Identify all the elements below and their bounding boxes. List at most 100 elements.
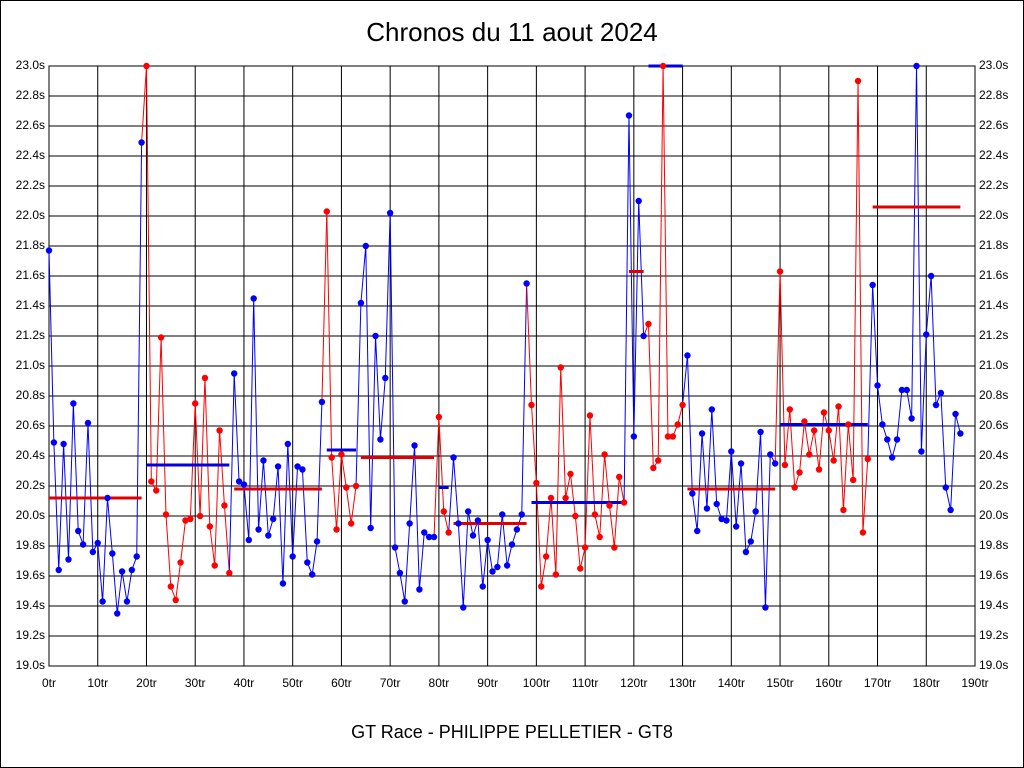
- lap-point: [523, 280, 530, 287]
- lap-point: [231, 370, 238, 377]
- lap-point: [947, 506, 954, 514]
- lap-point: [445, 529, 452, 536]
- lap-point: [708, 406, 716, 413]
- lap-point: [192, 400, 199, 407]
- lap-point: [908, 415, 915, 422]
- lap-point: [737, 460, 745, 467]
- lap-point: [425, 533, 433, 541]
- y-tick-label: 22.2s: [16, 178, 45, 192]
- y-tick-label: 21.2s: [16, 328, 45, 342]
- y2-tick-label: 22.8s: [979, 88, 1008, 102]
- x-tick-label: 100tr: [523, 676, 550, 690]
- lap-point: [455, 520, 462, 527]
- lap-point: [508, 541, 516, 548]
- y2-tick-label: 21.6s: [979, 268, 1008, 282]
- connector: [141, 65, 147, 143]
- lap-point: [221, 502, 228, 509]
- lap-point: [820, 409, 828, 416]
- lap-point: [937, 389, 945, 397]
- connector: [433, 416, 440, 538]
- lap-point: [357, 299, 365, 307]
- x-tick-label: 160tr: [815, 676, 842, 690]
- lap-point: [206, 523, 214, 530]
- lap-point: [153, 487, 160, 494]
- y2-tick-label: 20.6s: [979, 418, 1008, 432]
- lap-point: [898, 386, 906, 394]
- y-tick-label: 22.8s: [16, 88, 45, 102]
- x-tick-label: 180tr: [913, 676, 940, 690]
- y-tick-label: 21.4s: [16, 298, 45, 312]
- lap-point: [957, 430, 964, 437]
- lap-point: [460, 604, 467, 611]
- lap-point: [104, 494, 111, 502]
- lap-point: [265, 532, 272, 539]
- lap-point: [674, 421, 681, 428]
- lap-point: [923, 331, 930, 338]
- x-tick-label: 190tr: [961, 676, 988, 690]
- x-tick-label: 130tr: [669, 676, 696, 690]
- connector: [623, 115, 630, 503]
- lap-point: [742, 548, 750, 556]
- connector: [321, 211, 328, 403]
- lap-point: [240, 481, 248, 488]
- lap-point: [655, 457, 662, 464]
- lap-point: [630, 433, 638, 440]
- lap-point: [616, 473, 623, 481]
- y2-tick-label: 19.8s: [979, 538, 1008, 552]
- lap-point: [728, 448, 735, 455]
- lap-point: [313, 538, 321, 545]
- lap-point: [669, 433, 677, 440]
- lap-point: [849, 476, 857, 484]
- y2-tick-label: 22.0s: [979, 208, 1008, 222]
- series-line: [530, 367, 625, 587]
- lap-point: [684, 352, 691, 359]
- lap-point: [172, 596, 179, 604]
- lap-point: [835, 403, 842, 410]
- lap-point: [659, 62, 667, 70]
- lap-point: [479, 583, 486, 590]
- x-tick-label: 150tr: [766, 676, 793, 690]
- x-tick-label: 10tr: [87, 676, 108, 690]
- y-tick-label: 19.4s: [16, 598, 45, 612]
- y-tick-label: 19.0s: [16, 658, 45, 672]
- lap-point: [567, 470, 574, 478]
- lap-point: [114, 610, 121, 617]
- lap-point: [255, 526, 262, 533]
- lap-point: [859, 529, 867, 536]
- lap-point: [625, 112, 633, 119]
- lap-point: [830, 457, 837, 464]
- x-tick-label: 30tr: [185, 676, 206, 690]
- lap-point: [464, 508, 472, 515]
- lap-point: [927, 272, 935, 280]
- lap-point: [333, 526, 340, 533]
- y2-tick-label: 20.2s: [979, 478, 1008, 492]
- lap-point: [128, 566, 136, 574]
- y2-tick-label: 21.0s: [979, 358, 1008, 372]
- lap-point: [552, 571, 560, 578]
- lap-point: [825, 427, 832, 434]
- lap-point: [723, 517, 730, 524]
- lap-point: [503, 562, 511, 569]
- lap-point: [401, 598, 408, 605]
- y2-tick-label: 22.6s: [979, 118, 1008, 132]
- lap-point: [318, 398, 326, 406]
- lap-point: [635, 197, 642, 205]
- y-tick-label: 20.0s: [16, 508, 45, 522]
- y-tick-label: 21.6s: [16, 268, 45, 282]
- lap-point: [109, 550, 116, 557]
- connector: [526, 283, 532, 406]
- connector: [682, 355, 688, 406]
- lap-point: [913, 62, 920, 70]
- y-tick-label: 20.8s: [16, 388, 45, 402]
- lap-point: [177, 559, 184, 566]
- y2-tick-label: 21.8s: [979, 238, 1008, 252]
- lap-point: [352, 482, 360, 490]
- lap-point: [250, 295, 257, 302]
- lap-point: [411, 442, 418, 449]
- lap-point: [143, 62, 150, 70]
- y-tick-label: 23.0s: [16, 58, 45, 72]
- lap-point: [718, 515, 725, 523]
- y-tick-label: 20.4s: [16, 448, 45, 462]
- x-tick-label: 20tr: [136, 676, 157, 690]
